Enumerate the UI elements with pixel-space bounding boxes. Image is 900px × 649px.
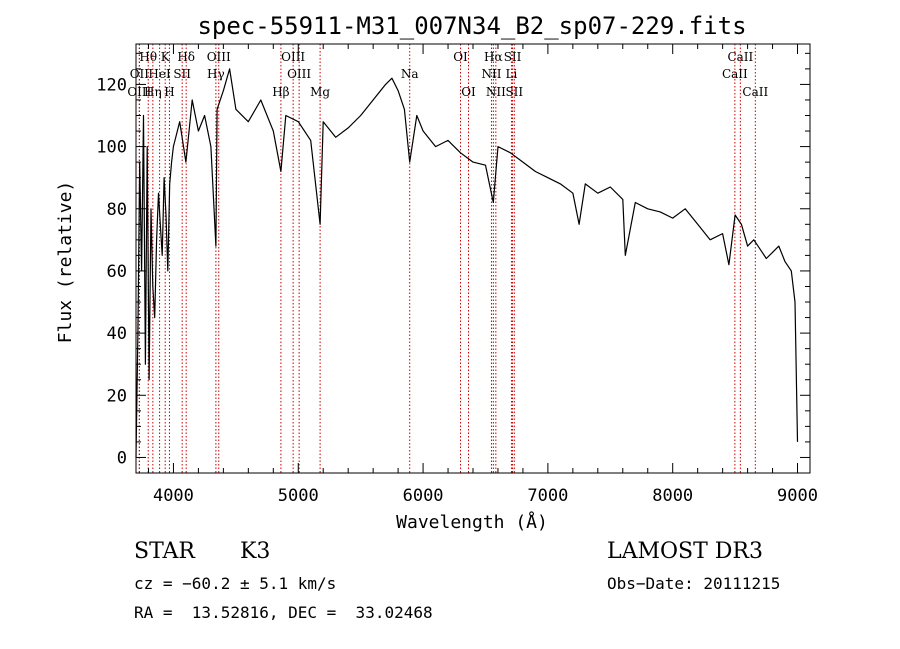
y-tick-label: 60 [107, 262, 127, 282]
line-label: OIII [281, 50, 305, 64]
line-label: SII [505, 85, 523, 99]
y-tick-label: 100 [96, 138, 127, 158]
line-label: Na [401, 67, 419, 81]
x-tick-label: 6000 [403, 486, 444, 506]
x-axis-label: Wavelength (Å) [396, 511, 548, 533]
line-label: OI [453, 50, 468, 64]
chart-title: spec-55911-M31_007N34_B2_sp07-229.fits [197, 12, 746, 40]
line-label: NII [486, 85, 506, 99]
x-tick-label: 9000 [777, 486, 818, 506]
y-tick-label: 0 [117, 448, 127, 468]
line-label: OII [130, 67, 150, 81]
y-axis-label: Flux (relative) [55, 181, 76, 344]
line-label: HeI [148, 67, 171, 81]
line-label: Hα [484, 50, 503, 64]
line-label: SII [504, 50, 522, 64]
line-label: OIII [287, 67, 311, 81]
line-label: CaII [742, 85, 768, 99]
object-class: STAR [134, 539, 195, 564]
emission-line-markers [138, 44, 756, 473]
line-label: OIII [207, 50, 231, 64]
line-label: OI [461, 85, 476, 99]
y-tick-label: 40 [107, 324, 127, 344]
y-axis: 0 20 40 60 80 100 120 [96, 52, 810, 468]
line-label: H [164, 85, 174, 99]
line-label: Hβ [272, 85, 289, 99]
line-label: CaII [722, 67, 748, 81]
line-label: Hη [144, 85, 162, 99]
y-tick-label: 120 [96, 75, 127, 95]
line-label: Mg [310, 85, 330, 99]
x-tick-label: 7000 [527, 486, 568, 506]
line-label: Hγ [207, 67, 225, 81]
x-tick-label: 5000 [278, 486, 319, 506]
x-axis: 4000 5000 6000 7000 8000 9000 [147, 44, 818, 506]
observation-date: Obs−Date: 20111215 [607, 574, 781, 593]
line-label: Hδ [177, 50, 195, 64]
spectrum-line [135, 68, 799, 458]
y-tick-label: 20 [107, 386, 127, 406]
plot-frame [135, 43, 811, 474]
line-label: Hθ [139, 50, 157, 64]
line-label: Li [506, 67, 518, 81]
y-tick-label: 80 [107, 200, 127, 220]
line-label: CaII [727, 50, 753, 64]
sky-coordinates: RA = 13.52816, DEC = 33.02468 [134, 603, 433, 622]
survey-name: LAMOST DR3 [607, 539, 763, 564]
line-label: K [161, 50, 171, 64]
radial-velocity: cz = −60.2 ± 5.1 km/s [134, 574, 337, 593]
x-tick-label: 4000 [153, 486, 194, 506]
line-label: OIII [127, 85, 151, 99]
line-label: SII [173, 67, 191, 81]
line-label: NII [481, 67, 501, 81]
spectral-subclass: K3 [240, 539, 271, 564]
x-tick-label: 8000 [652, 486, 693, 506]
